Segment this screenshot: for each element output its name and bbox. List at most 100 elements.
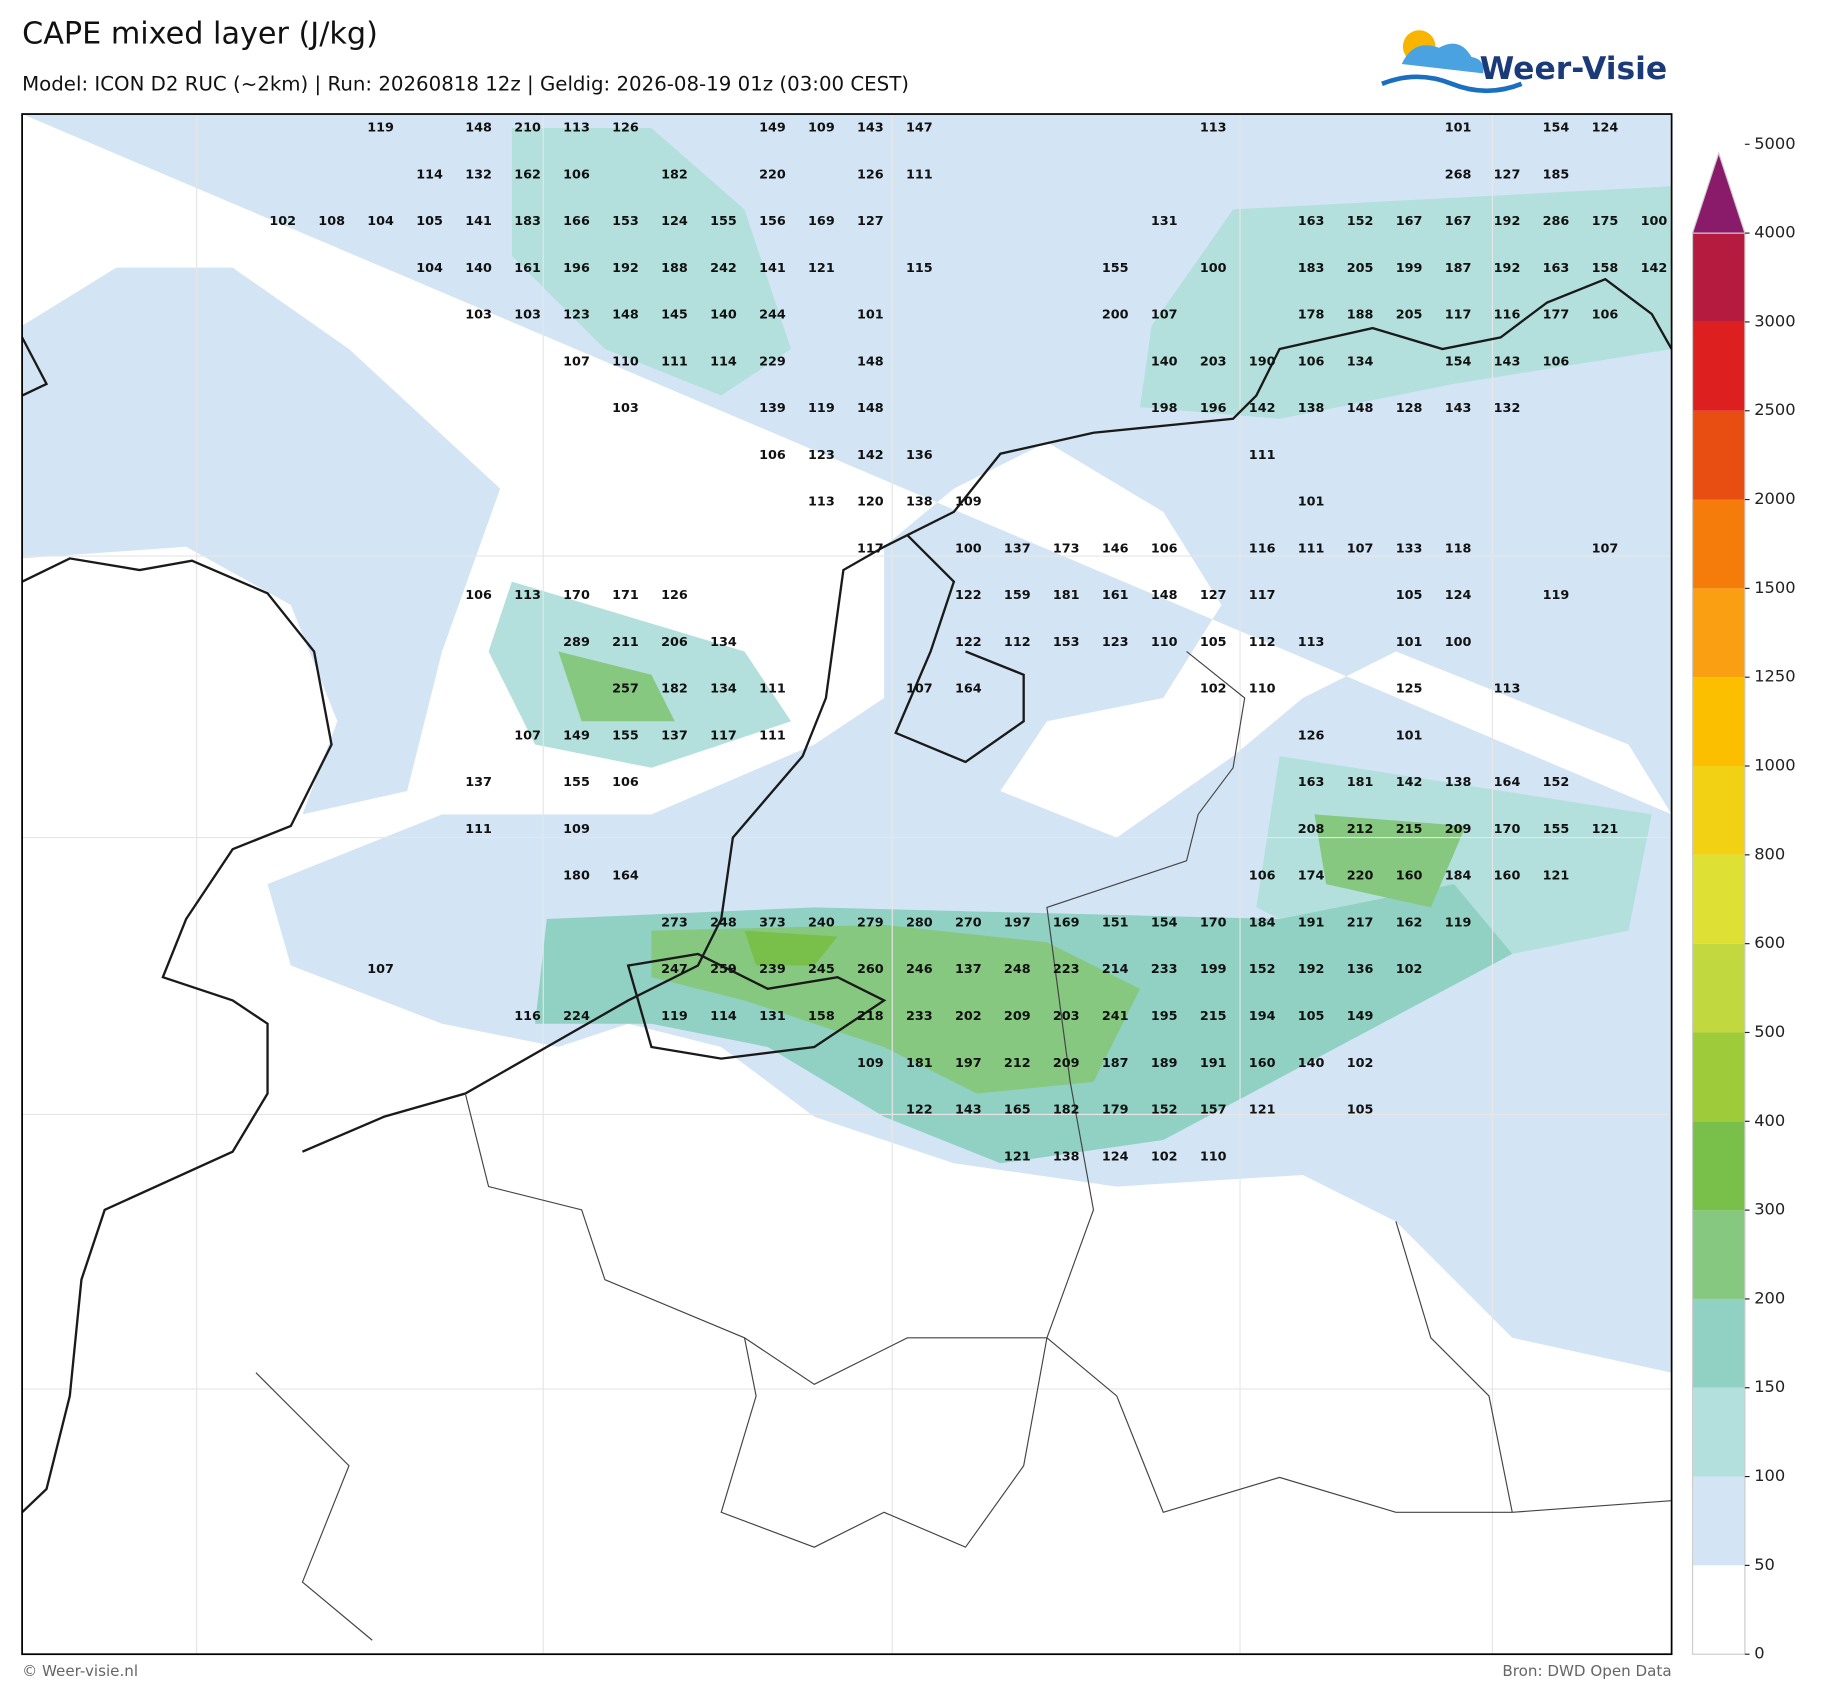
value-label: 229	[759, 354, 786, 369]
value-label: 113	[1200, 121, 1227, 136]
value-label: 103	[514, 308, 541, 323]
value-label: 173	[1053, 541, 1080, 556]
value-label: 111	[661, 354, 688, 369]
value-label: 106	[1592, 308, 1619, 323]
value-label: 136	[1347, 962, 1374, 977]
value-label: 114	[710, 354, 737, 369]
value-label: 119	[1445, 915, 1472, 930]
colorbar-tick-label: 2000	[1754, 489, 1795, 508]
value-label: 103	[612, 401, 639, 416]
value-label: 165	[1004, 1103, 1031, 1118]
value-label: 111	[465, 822, 492, 837]
value-label: 223	[1053, 962, 1080, 977]
colorbar-band	[1692, 1032, 1745, 1122]
value-label: 148	[465, 121, 492, 136]
value-label: 155	[1102, 261, 1129, 276]
value-label: 148	[857, 354, 884, 369]
value-label: 187	[1102, 1056, 1129, 1071]
value-label: 154	[1151, 915, 1178, 930]
value-label: 102	[1347, 1056, 1374, 1071]
value-label: 107	[563, 354, 590, 369]
value-label: 107	[514, 728, 541, 743]
value-label: 162	[514, 167, 541, 182]
colorbar-band	[1692, 1210, 1745, 1299]
value-label: 121	[1543, 869, 1570, 884]
value-label: 105	[1298, 1009, 1325, 1024]
cape-200-field	[558, 651, 1466, 1094]
value-label: 164	[955, 682, 982, 697]
value-label: 106	[1543, 354, 1570, 369]
value-label: 131	[1151, 214, 1178, 229]
value-label: 164	[612, 869, 639, 884]
value-label: 101	[1396, 728, 1423, 743]
value-label: 122	[955, 635, 982, 650]
colorbar-tick-label: 500	[1754, 1022, 1785, 1041]
value-label: 212	[1347, 822, 1374, 837]
value-label: 209	[1053, 1056, 1080, 1071]
value-label: 286	[1543, 214, 1570, 229]
value-label: 151	[1102, 915, 1129, 930]
value-label: 107	[906, 682, 933, 697]
value-label: 142	[1249, 401, 1276, 416]
colorbar-band	[1692, 854, 1745, 944]
value-label: 152	[1249, 962, 1276, 977]
value-label: 111	[1249, 448, 1276, 463]
value-label: 160	[1249, 1056, 1276, 1071]
value-label: 196	[1200, 401, 1227, 416]
value-label: 112	[1004, 635, 1031, 650]
colorbar-band	[1692, 499, 1745, 589]
value-label: 212	[1004, 1056, 1031, 1071]
value-label: 121	[1592, 822, 1619, 837]
value-label: 106	[612, 775, 639, 790]
value-label: 215	[1200, 1009, 1227, 1024]
value-label: 218	[857, 1009, 884, 1024]
value-label: 160	[1396, 869, 1423, 884]
value-label: 104	[416, 261, 443, 276]
logo-cloud	[1401, 43, 1484, 74]
value-label: 240	[808, 915, 835, 930]
value-label: 137	[1004, 541, 1031, 556]
value-label: 169	[808, 214, 835, 229]
value-label: 113	[1298, 635, 1325, 650]
value-label: 189	[1151, 1056, 1178, 1071]
value-label: 131	[759, 1009, 786, 1024]
value-label: 101	[1396, 635, 1423, 650]
colorbar-tick-label: 300	[1754, 1200, 1785, 1219]
value-label: 100	[1445, 635, 1472, 650]
value-label: 188	[661, 261, 688, 276]
value-label: 105	[1200, 635, 1227, 650]
value-label: 192	[1494, 214, 1521, 229]
value-label: 147	[906, 121, 933, 136]
value-label: 192	[1494, 261, 1521, 276]
value-label: 121	[1249, 1103, 1276, 1118]
value-label: 159	[1004, 588, 1031, 603]
value-label: 110	[1200, 1149, 1227, 1164]
value-label: 156	[759, 214, 786, 229]
value-label: 126	[612, 121, 639, 136]
value-label: 106	[1249, 869, 1276, 884]
value-label: 180	[563, 869, 590, 884]
value-label: 161	[514, 261, 541, 276]
value-label: 118	[1445, 541, 1472, 556]
value-label: 107	[367, 962, 394, 977]
value-label: 273	[661, 915, 688, 930]
value-label: 140	[710, 308, 737, 323]
colorbar-tick-label: 0	[1754, 1644, 1764, 1663]
value-label: 148	[857, 401, 884, 416]
value-label: 113	[563, 121, 590, 136]
value-label: 106	[563, 167, 590, 182]
value-label: 119	[808, 401, 835, 416]
value-label: 133	[1396, 541, 1423, 556]
value-label: 155	[710, 214, 737, 229]
value-label: 248	[1004, 962, 1031, 977]
value-label: 134	[1347, 354, 1374, 369]
value-label: 182	[1053, 1103, 1080, 1118]
value-label: 102	[1396, 962, 1423, 977]
value-label: 183	[514, 214, 541, 229]
value-label: 123	[1102, 635, 1129, 650]
value-label: 116	[1249, 541, 1276, 556]
value-label: 109	[857, 1056, 884, 1071]
value-label: 149	[563, 728, 590, 743]
value-label: 119	[1543, 588, 1570, 603]
